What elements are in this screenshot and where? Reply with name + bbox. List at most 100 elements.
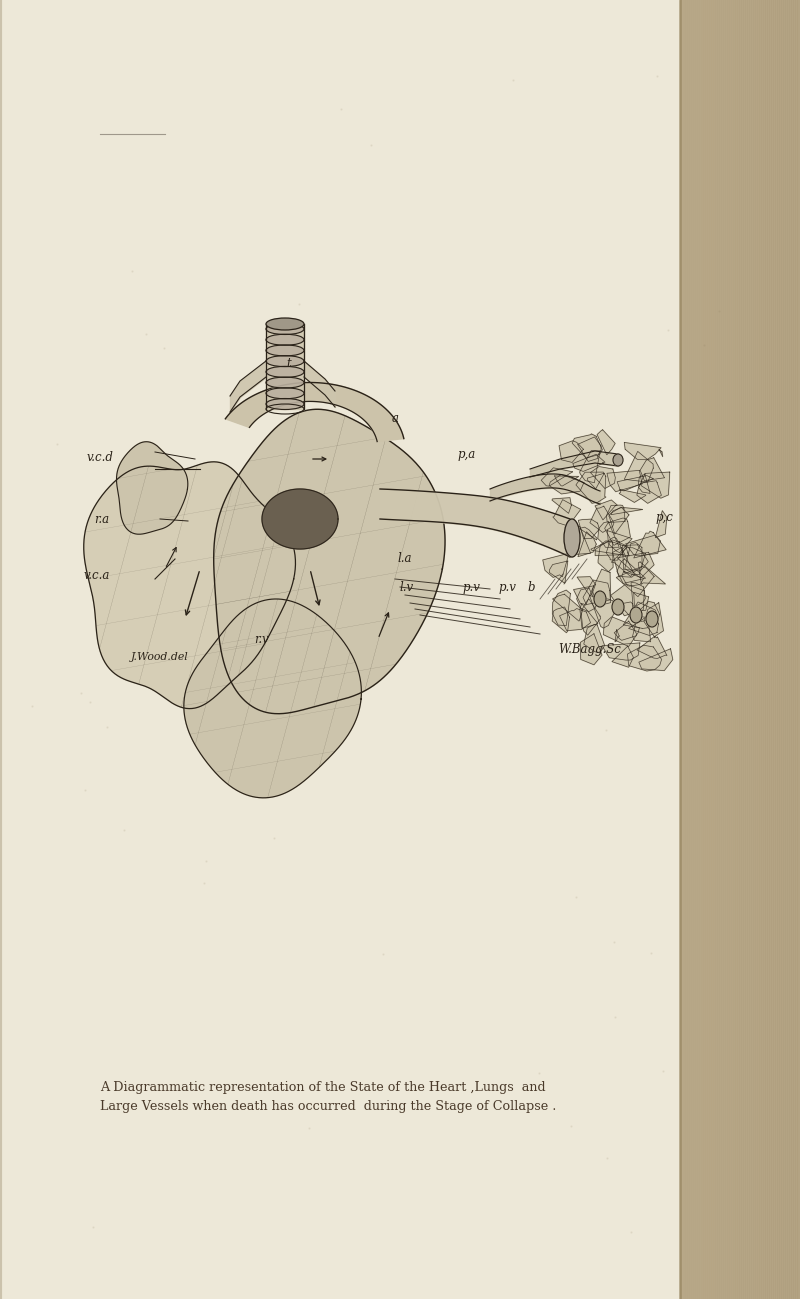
Polygon shape — [552, 498, 571, 513]
Text: A Diagrammatic representation of the State of the Heart ,Lungs  and: A Diagrammatic representation of the Sta… — [100, 1081, 546, 1095]
Polygon shape — [618, 552, 654, 578]
Polygon shape — [553, 500, 581, 526]
Polygon shape — [576, 472, 606, 503]
Polygon shape — [617, 475, 653, 491]
Polygon shape — [117, 442, 188, 534]
Polygon shape — [611, 548, 646, 577]
Polygon shape — [583, 581, 610, 604]
Polygon shape — [629, 614, 658, 635]
Polygon shape — [625, 543, 642, 573]
Polygon shape — [622, 572, 644, 586]
Ellipse shape — [266, 323, 304, 335]
Polygon shape — [614, 621, 636, 640]
Polygon shape — [631, 582, 646, 607]
Text: W.Bagg.Sc: W.Bagg.Sc — [558, 643, 622, 656]
Polygon shape — [634, 531, 666, 559]
Text: J.Wood.del: J.Wood.del — [130, 652, 188, 662]
Text: l.a: l.a — [398, 552, 412, 565]
Polygon shape — [624, 451, 654, 482]
Polygon shape — [612, 646, 634, 668]
Polygon shape — [580, 634, 602, 665]
Text: v.c.d: v.c.d — [86, 451, 114, 464]
Text: r.a: r.a — [94, 513, 110, 526]
Polygon shape — [633, 620, 650, 642]
Ellipse shape — [266, 377, 304, 388]
Polygon shape — [566, 526, 590, 555]
Polygon shape — [615, 630, 619, 642]
Polygon shape — [584, 625, 605, 652]
Polygon shape — [578, 531, 596, 557]
Polygon shape — [553, 594, 582, 621]
Polygon shape — [214, 409, 445, 713]
Polygon shape — [622, 544, 648, 570]
Polygon shape — [580, 604, 598, 629]
Ellipse shape — [646, 611, 658, 627]
Polygon shape — [573, 455, 605, 472]
Polygon shape — [579, 527, 597, 540]
Polygon shape — [634, 601, 660, 618]
Ellipse shape — [266, 366, 304, 377]
Ellipse shape — [266, 388, 304, 399]
Polygon shape — [637, 637, 667, 659]
Polygon shape — [638, 562, 666, 585]
Polygon shape — [590, 596, 615, 629]
Polygon shape — [641, 472, 670, 499]
Bar — [680, 0, 800, 1299]
Polygon shape — [574, 586, 594, 605]
Polygon shape — [598, 540, 613, 572]
Polygon shape — [609, 507, 629, 534]
Polygon shape — [592, 569, 610, 604]
Polygon shape — [626, 535, 660, 556]
Polygon shape — [552, 607, 570, 633]
Ellipse shape — [630, 607, 642, 624]
Text: t: t — [286, 357, 291, 370]
Polygon shape — [581, 599, 601, 635]
Text: p.v: p.v — [462, 581, 480, 594]
Polygon shape — [639, 648, 673, 670]
Polygon shape — [624, 443, 661, 460]
Polygon shape — [184, 599, 362, 798]
Text: p,a: p,a — [458, 448, 476, 461]
Polygon shape — [620, 601, 632, 620]
Polygon shape — [578, 436, 601, 461]
Polygon shape — [595, 500, 618, 520]
Polygon shape — [542, 553, 569, 578]
Polygon shape — [591, 540, 630, 556]
Polygon shape — [605, 518, 630, 546]
Polygon shape — [623, 601, 657, 629]
Polygon shape — [607, 470, 642, 492]
Text: p.v: p.v — [498, 581, 516, 594]
Polygon shape — [262, 488, 338, 549]
Ellipse shape — [266, 334, 304, 346]
Ellipse shape — [266, 346, 304, 356]
Polygon shape — [587, 473, 604, 488]
Polygon shape — [595, 538, 623, 556]
Text: Large Vessels when death has occurred  during the Stage of Collapse .: Large Vessels when death has occurred du… — [100, 1100, 556, 1113]
Polygon shape — [606, 505, 625, 522]
Polygon shape — [549, 474, 584, 494]
Ellipse shape — [266, 399, 304, 409]
Ellipse shape — [612, 599, 624, 614]
Polygon shape — [638, 474, 650, 494]
Ellipse shape — [266, 318, 304, 330]
Polygon shape — [655, 511, 667, 538]
Polygon shape — [610, 585, 644, 616]
Polygon shape — [590, 507, 614, 533]
Polygon shape — [637, 481, 662, 503]
Polygon shape — [606, 542, 626, 560]
Polygon shape — [607, 531, 632, 552]
Polygon shape — [640, 457, 665, 481]
Polygon shape — [550, 561, 568, 583]
Polygon shape — [84, 462, 295, 709]
Text: l.v: l.v — [400, 581, 414, 594]
Text: r.v: r.v — [254, 633, 269, 646]
Ellipse shape — [613, 453, 623, 466]
Polygon shape — [616, 566, 654, 596]
Text: a: a — [392, 412, 399, 425]
Polygon shape — [577, 588, 597, 612]
Text: v.c.a: v.c.a — [84, 569, 110, 582]
Polygon shape — [559, 440, 583, 462]
Polygon shape — [577, 577, 595, 596]
Polygon shape — [644, 603, 663, 638]
Polygon shape — [613, 548, 634, 577]
